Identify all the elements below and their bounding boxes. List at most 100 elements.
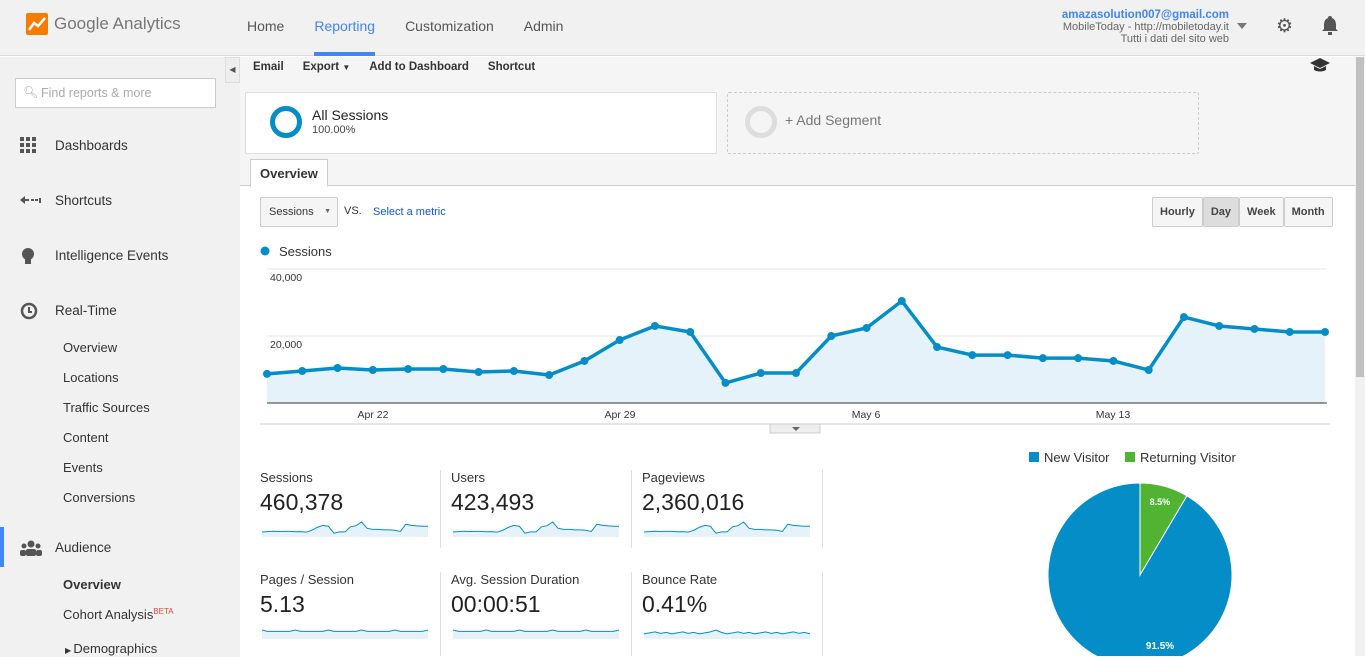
data-point-may-15[interactable] [1179,313,1188,322]
audience-cohort-analysis[interactable]: Cohort AnalysisBETA [63,607,174,622]
data-point-may-13[interactable] [1109,356,1118,365]
data-point-may-12[interactable] [1074,354,1083,363]
sparkline-area [262,630,428,639]
add-to-dashboard-button[interactable]: Add to Dashboard [369,61,469,73]
google-analytics-logo[interactable]: Google Analytics [26,13,181,35]
data-point-apr-22[interactable] [368,366,377,375]
email-button[interactable]: Email [253,61,284,73]
caret-down-icon[interactable] [1237,23,1247,29]
shortcut-arrow-icon [20,192,41,210]
metric-pageviews[interactable]: Pageviews 2,360,016 [642,470,832,548]
metric-label: Pages / Session [260,572,354,587]
data-point-may-11[interactable] [1038,354,1047,363]
legend-returning-visitor: Returning Visitor [1140,450,1237,465]
data-point-may-9[interactable] [968,351,977,360]
pie-slice-returning[interactable] [1139,482,1188,577]
data-point-may-1[interactable] [686,327,695,336]
nav-home[interactable]: Home [247,18,285,34]
pie-label-new: 91.5% [1146,641,1174,652]
data-point-apr-21[interactable] [333,363,342,372]
sparkline [261,521,428,537]
sparkline-line [452,521,619,534]
grid-icon [20,137,40,155]
data-point-may-18[interactable] [1285,327,1294,336]
data-point-apr-24[interactable] [439,364,448,373]
data-point-may-10[interactable] [1003,351,1012,360]
realtime-locations[interactable]: Locations [63,370,119,385]
tab-overview[interactable]: Overview [250,159,328,187]
metric-sessions[interactable]: Sessions 460,378 [260,470,450,548]
segment-ring-icon [745,106,777,138]
week-button[interactable]: Week [1239,197,1284,227]
shortcut-button[interactable]: Shortcut [487,61,536,73]
pie-slice-new[interactable] [1047,482,1233,656]
data-point-apr-19[interactable] [263,369,271,378]
data-point-may-2[interactable] [721,378,730,387]
day-button[interactable]: Day [1202,197,1240,227]
metric-bounce-rate[interactable]: Bounce Rate 0.41% [642,572,832,650]
data-point-may-5[interactable] [827,332,836,340]
audience-demographics[interactable]: ▶ Demographics [65,641,157,656]
scrollbar-thumb[interactable] [1356,57,1364,377]
segment-all-sessions[interactable]: All Sessions 100.00% [245,92,717,154]
gear-icon[interactable]: ⚙ [1276,16,1294,37]
data-point-apr-26[interactable] [509,367,518,376]
data-point-apr-30[interactable] [650,321,659,330]
bell-icon[interactable] [1320,14,1340,41]
metric-value: 423,493 [451,489,535,515]
data-point-may-7[interactable] [897,296,906,305]
data-point-may-19[interactable] [1321,327,1329,336]
data-point-apr-28[interactable] [580,356,589,365]
month-button[interactable]: Month [1283,197,1333,227]
metric-value: 00:00:51 [451,591,541,617]
x-tick: Apr 22 [358,409,389,421]
metric-pages-session[interactable]: Pages / Session 5.13 [260,572,450,650]
data-point-apr-29[interactable] [615,336,624,345]
nav-reporting[interactable]: Reporting [314,0,376,56]
data-point-may-6[interactable] [862,323,871,332]
data-point-may-4[interactable] [792,369,800,378]
audience-overview[interactable]: Overview [63,577,121,592]
data-point-apr-27[interactable] [545,371,554,380]
data-point-may-14[interactable] [1144,366,1153,375]
metric-avg-session-duration[interactable]: Avg. Session Duration 00:00:51 [451,572,641,650]
data-point-may-3[interactable] [756,369,765,378]
scrollbar[interactable] [1355,57,1365,656]
clock-icon [20,302,40,320]
realtime-conversions[interactable]: Conversions [63,490,136,505]
nav-customization[interactable]: Customization [405,18,494,34]
divider [822,572,823,656]
search-input[interactable]: 🔍︎ Find reports & more [15,78,216,108]
data-point-may-16[interactable] [1215,321,1224,330]
data-point-may-8[interactable] [933,343,942,352]
divider [440,572,441,656]
sidebar-label: Shortcuts [55,193,113,208]
legend-swatch-new [1029,452,1039,462]
search-placeholder: Find reports & more [41,86,152,100]
segment-area: All Sessions 100.00% + Add Segment [240,87,1355,186]
realtime-overview[interactable]: Overview [63,340,118,355]
account-selector[interactable]: amazasolution007@gmail.com MobileToday -… [1062,9,1229,45]
vs-label: VS. [344,205,362,217]
graduation-cap-icon[interactable] [1309,57,1331,78]
nav-admin[interactable]: Admin [523,18,564,34]
add-segment-button[interactable]: + Add Segment [727,92,1199,154]
hourly-button[interactable]: Hourly [1152,197,1203,227]
metric-value: 2,360,016 [642,489,745,515]
realtime-traffic-sources[interactable]: Traffic Sources [63,400,150,415]
x-tick: May 6 [852,409,881,421]
account-email: amazasolution007@gmail.com [1061,9,1229,21]
select-metric-link[interactable]: Select a metric [373,206,446,218]
metric-select[interactable]: Sessions ▼ [260,197,338,227]
realtime-content[interactable]: Content [63,430,109,445]
data-point-may-17[interactable] [1250,324,1259,333]
data-point-apr-25[interactable] [474,368,483,377]
metric-users[interactable]: Users 423,493 [451,470,641,548]
data-point-apr-20[interactable] [298,367,307,376]
realtime-events[interactable]: Events [63,460,103,475]
sparkline [452,629,620,639]
data-point-apr-23[interactable] [404,364,413,373]
collapse-sidebar-button[interactable]: ◀ [225,57,240,83]
metric-label: Bounce Rate [642,572,718,587]
export-button[interactable]: Export ▼ [303,57,351,87]
